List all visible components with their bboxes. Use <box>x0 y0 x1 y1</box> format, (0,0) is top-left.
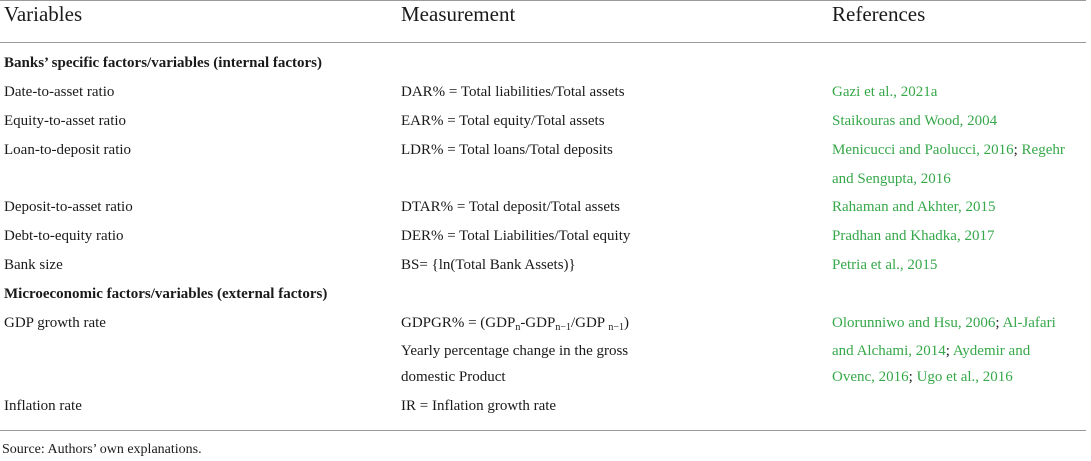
variable-cell: Equity-to-asset ratio <box>4 113 127 129</box>
reference-cell: Ovenc, 2016; Ugo et al., 2016 <box>832 369 1013 385</box>
header-references: References <box>832 2 926 26</box>
table-top-rule <box>0 0 1086 1</box>
header-rule <box>0 42 1086 43</box>
measurement-formula: GDPGR% = (GDPn-GDPn−1/GDP n−1) <box>401 315 629 333</box>
variable-cell: Deposit-to-asset ratio <box>4 199 133 215</box>
table-header-row: Variables Measurement References <box>0 2 1091 34</box>
variable-cell: Bank size <box>4 257 63 273</box>
measurement-cell: EAR% = Total equity/Total assets <box>401 113 605 129</box>
reference-link[interactable]: Staikouras and Wood, 2004 <box>832 113 998 129</box>
reference-link[interactable]: Petria et al., 2015 <box>832 257 938 273</box>
reference-link[interactable]: Ovenc, 2016 <box>832 369 909 385</box>
measurement-cell: DER% = Total Liabilities/Total equity <box>401 228 631 244</box>
measurement-cell: DTAR% = Total deposit/Total assets <box>401 199 621 215</box>
measurement-cell: domestic Product <box>401 369 506 385</box>
reference-link[interactable]: Pradhan and Khadka, 2017 <box>832 228 995 244</box>
reference-cell: and Alchami, 2014; Aydemir and <box>832 343 1031 359</box>
reference-link[interactable]: Menicucci and Paolucci, 2016 <box>832 142 1014 158</box>
measurement-cell: LDR% = Total loans/Total deposits <box>401 142 613 158</box>
measurement-cell: Yearly percentage change in the gross <box>401 343 629 359</box>
reference-cell: Menicucci and Paolucci, 2016; Regehr <box>832 142 1065 158</box>
variable-cell: GDP growth rate <box>4 315 106 331</box>
header-variables: Variables <box>4 2 83 26</box>
header-measurement: Measurement <box>401 2 516 26</box>
reference-link[interactable]: and Alchami, 2014 <box>832 343 946 359</box>
table-bottom-rule <box>0 430 1086 431</box>
variable-cell: Loan-to-deposit ratio <box>4 142 132 158</box>
reference-link[interactable]: Gazi et al., 2021a <box>832 84 938 100</box>
reference-link[interactable]: Regehr <box>1021 142 1065 158</box>
measurement-cell: BS= {ln(Total Bank Assets)} <box>401 257 576 273</box>
source-note: Source: Authors’ own explanations. <box>2 442 202 457</box>
variable-cell: Inflation rate <box>4 398 82 414</box>
reference-cell: Olorunniwo and Hsu, 2006; Al-Jafari <box>832 315 1056 331</box>
reference-link[interactable]: Al-Jafari <box>1002 315 1056 331</box>
variable-cell: Date-to-asset ratio <box>4 84 115 100</box>
reference-link[interactable]: Aydemir and <box>952 343 1031 359</box>
variable-cell: Debt-to-equity ratio <box>4 228 124 244</box>
reference-link[interactable]: Rahaman and Akhter, 2015 <box>832 199 996 215</box>
measurement-cell: DAR% = Total liabilities/Total assets <box>401 84 625 100</box>
measurement-cell: IR = Inflation growth rate <box>401 398 557 414</box>
reference-link[interactable]: Ugo et al., 2016 <box>916 369 1013 385</box>
reference-link[interactable]: Olorunniwo and Hsu, 2006 <box>832 315 996 331</box>
reference-link[interactable]: and Sengupta, 2016 <box>832 171 951 187</box>
